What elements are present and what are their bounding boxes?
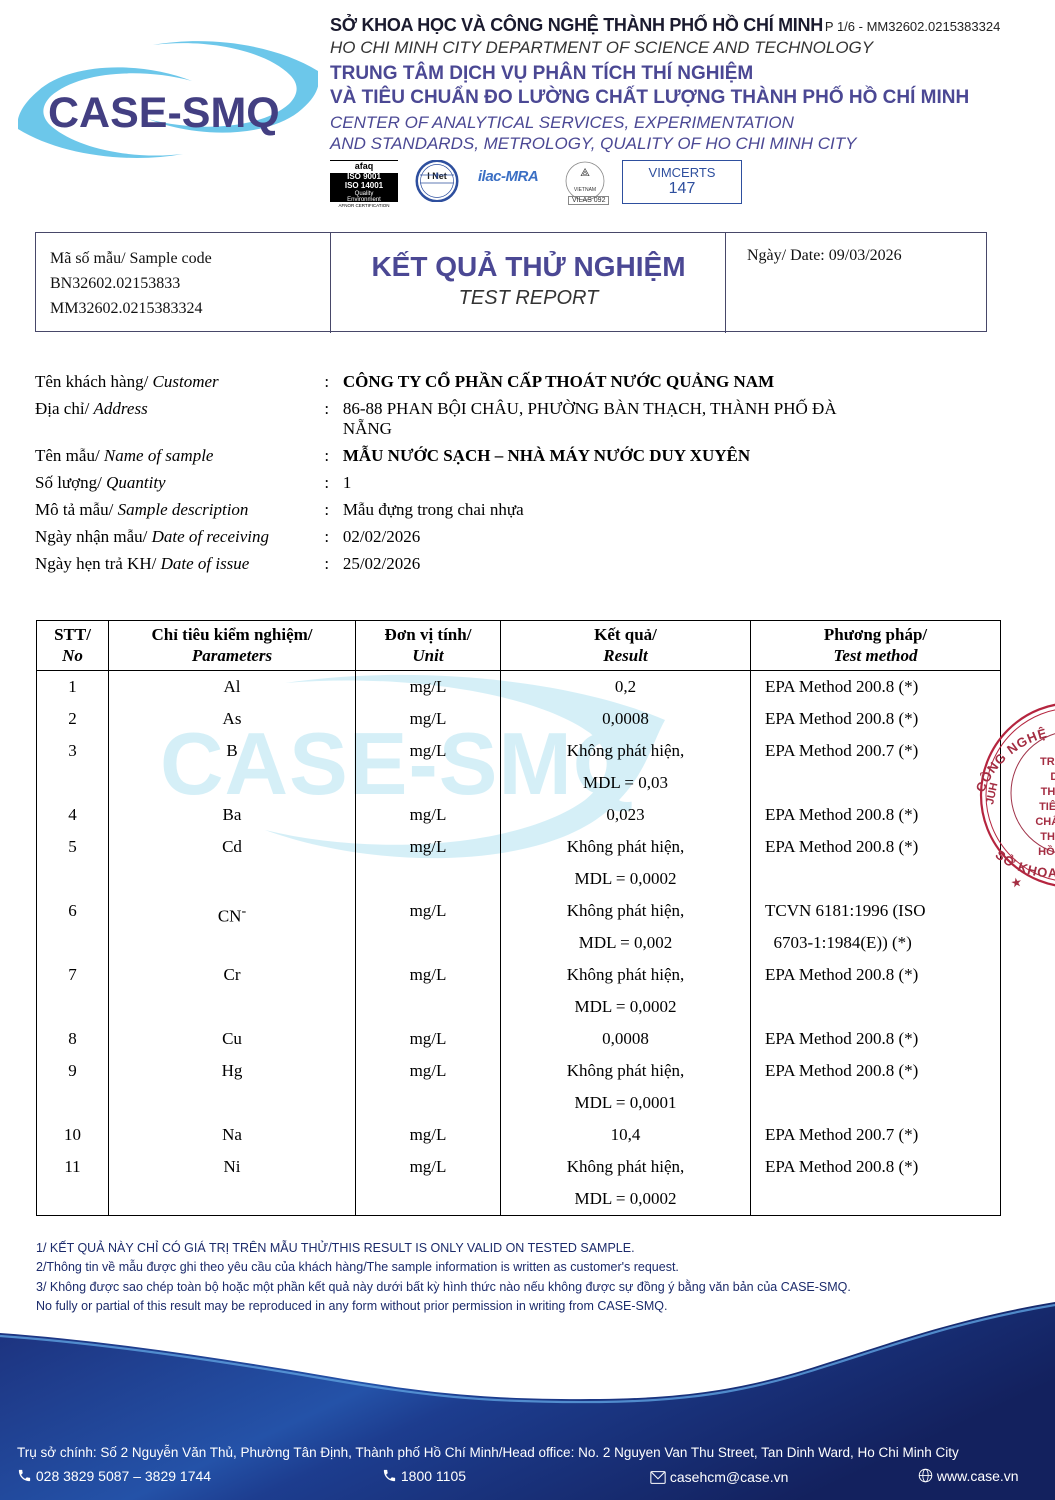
svg-text:DỊCH VỤ: DỊCH VỤ (1050, 771, 1055, 783)
svg-text:SỞ KHOA: SỞ KHOA (993, 847, 1055, 881)
svg-text:CHẤT LƯỢNG: CHẤT LƯỢNG (1035, 815, 1055, 828)
svg-text:TIÊU CHUẨN: TIÊU CHUẨN (1039, 800, 1055, 813)
svg-text:TRUNG TÂM: TRUNG TÂM (1040, 755, 1055, 768)
svg-text:THÀNH PHỐ: THÀNH PHỐ (1040, 829, 1055, 843)
svg-text:I: I (436, 171, 439, 181)
svg-text:★: ★ (1008, 876, 1023, 890)
svg-text:HỒ CHÍ MINH: HỒ CHÍ MINH (1038, 845, 1055, 858)
svg-text:⟁: ⟁ (580, 167, 590, 179)
svg-text:THÍ NGHIỆM: THÍ NGHIỆM (1041, 785, 1055, 798)
svg-text:VIETNAM: VIETNAM (574, 187, 596, 193)
